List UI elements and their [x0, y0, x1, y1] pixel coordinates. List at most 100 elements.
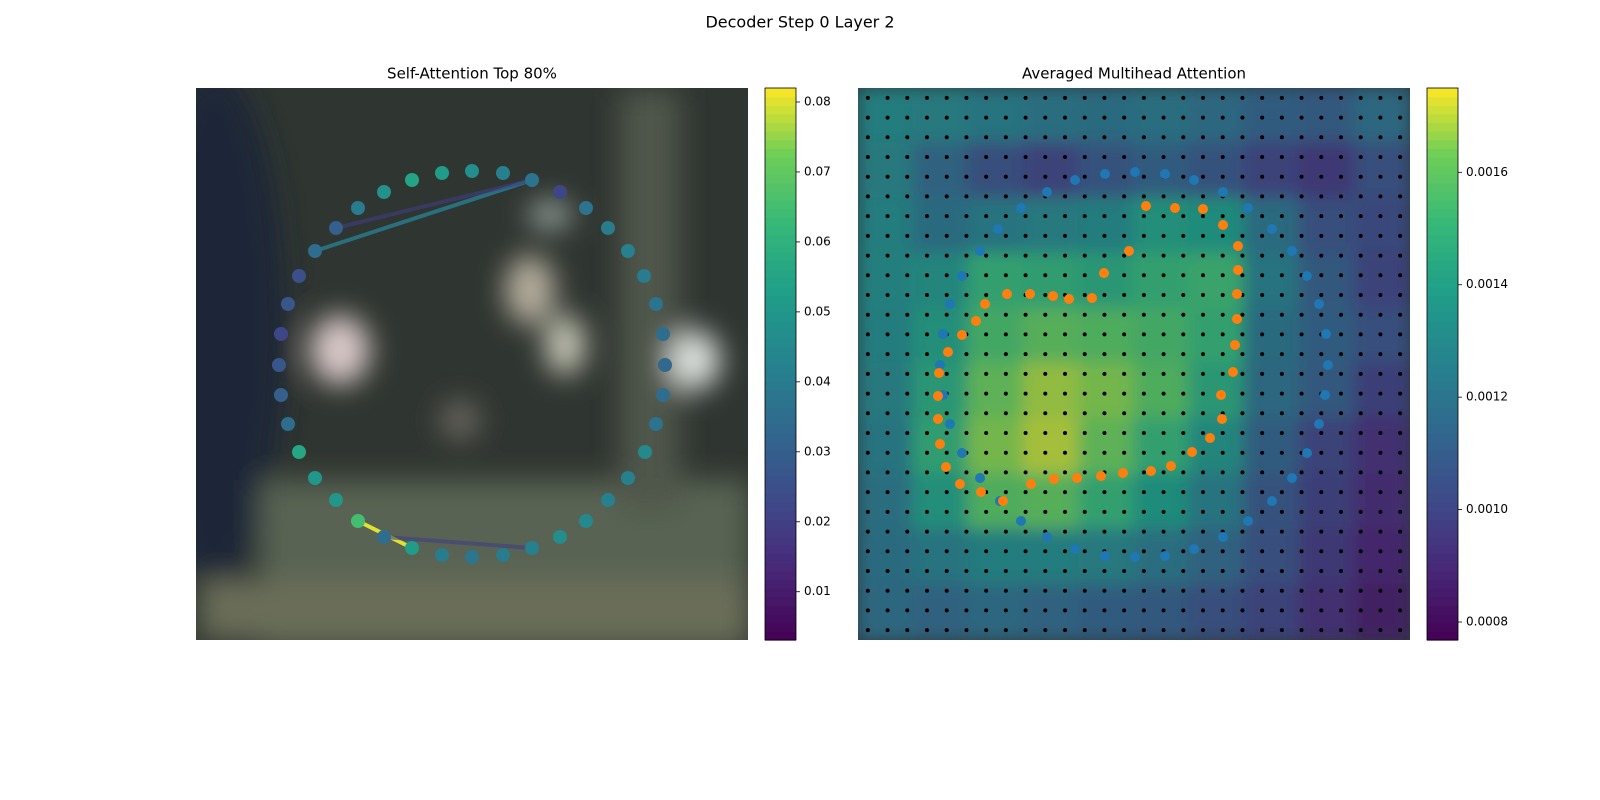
colorbar-band	[1427, 320, 1458, 331]
grid-dot	[1181, 411, 1186, 416]
grid-dot	[1003, 588, 1008, 593]
grid-dot	[1398, 470, 1403, 475]
grid-dot	[1339, 95, 1343, 100]
colorbar-band	[765, 295, 796, 305]
grid-dot	[1063, 352, 1067, 357]
grid-dot	[925, 194, 929, 199]
grid-dot	[905, 431, 910, 435]
grid-dot	[1102, 569, 1107, 573]
grid-dot	[1240, 95, 1245, 100]
grid-dot	[1063, 214, 1067, 219]
grid-dot	[865, 549, 870, 554]
point	[998, 496, 1008, 506]
grid-dot	[1082, 509, 1087, 514]
grid-dot	[1082, 411, 1087, 416]
grid-dot	[885, 273, 890, 278]
grid-dot	[1161, 115, 1166, 120]
colorbar-band	[765, 631, 796, 641]
grid-dot	[1240, 194, 1245, 199]
grid-dot	[964, 569, 969, 573]
point	[1170, 203, 1180, 213]
grid-dot	[1201, 214, 1205, 219]
grid-dot	[1240, 509, 1245, 514]
grid-dot	[885, 95, 890, 100]
grid-dot	[1003, 470, 1008, 475]
grid-dot	[1102, 115, 1107, 120]
grid-dot	[944, 174, 949, 179]
grid-dot	[1358, 253, 1363, 258]
grid-dot	[1220, 509, 1225, 514]
grid-dot	[1358, 509, 1363, 514]
grid-dot	[1398, 588, 1403, 593]
grid-dot	[1082, 312, 1087, 317]
grid-dot	[1141, 450, 1146, 455]
grid-dot	[1240, 253, 1245, 258]
grid-dot	[1398, 194, 1403, 199]
grid-dot	[1319, 95, 1324, 100]
grid-dot	[1398, 273, 1403, 278]
grid-dot	[1299, 155, 1304, 159]
heatmap-cell	[858, 88, 915, 145]
heatmap-cell	[1353, 583, 1410, 640]
grid-dot	[1319, 155, 1324, 159]
grid-dot	[984, 391, 989, 396]
point	[934, 368, 944, 378]
grid-dot	[865, 490, 870, 495]
point	[405, 541, 419, 555]
grid-dot	[885, 490, 890, 495]
grid-dot	[1279, 588, 1284, 593]
heatmap-cell	[1133, 363, 1191, 421]
colorbar-band	[1427, 139, 1458, 149]
grid-dot	[944, 628, 949, 633]
grid-dot	[1201, 450, 1205, 455]
heatmap-cell	[1022, 88, 1080, 145]
point	[1323, 360, 1333, 370]
grid-dot	[885, 628, 890, 633]
heatmap-cell	[912, 252, 970, 310]
colorbar-band	[1427, 286, 1458, 296]
grid-dot	[905, 233, 910, 238]
grid-dot	[1181, 569, 1186, 573]
colorbar-tick-label: 0.03	[804, 444, 831, 458]
grid-dot	[1279, 115, 1284, 120]
grid-dot	[984, 588, 989, 593]
grid-dot	[1003, 332, 1008, 337]
grid-dot	[1299, 214, 1304, 219]
grid-dot	[1102, 155, 1107, 159]
grid-dot	[1063, 529, 1067, 534]
point	[1218, 187, 1228, 197]
grid-dot	[1279, 155, 1284, 159]
point	[975, 246, 985, 256]
grid-dot	[905, 95, 910, 100]
grid-dot	[925, 470, 929, 475]
colorbar-tick-label: 0.08	[804, 94, 831, 108]
grid-dot	[1260, 628, 1265, 633]
heatmap-cell	[1133, 583, 1191, 640]
grid-dot	[1240, 470, 1245, 475]
grid-dot	[1063, 490, 1067, 495]
grid-dot	[1023, 569, 1028, 573]
grid-dot	[1201, 332, 1205, 337]
colorbar-band	[765, 148, 796, 158]
grid-dot	[1201, 273, 1205, 278]
grid-dot	[1398, 411, 1403, 416]
grid-dot	[1201, 588, 1205, 593]
grid-dot	[1181, 352, 1186, 357]
point	[649, 417, 663, 431]
plot-area	[272, 164, 672, 564]
grid-dot	[865, 273, 870, 278]
point	[637, 269, 651, 283]
point	[1205, 433, 1215, 443]
point	[1049, 474, 1059, 484]
grid-dot	[1339, 332, 1343, 337]
grid-dot	[1181, 509, 1186, 514]
grid-dot	[1082, 431, 1087, 435]
grid-dot	[885, 608, 890, 613]
colorbar-band	[1427, 398, 1458, 408]
colorbar-band	[765, 157, 796, 167]
grid-dot	[1181, 332, 1186, 337]
grid-dot	[1181, 253, 1186, 258]
grid-dot	[1378, 371, 1383, 376]
heatmap-cell	[1353, 142, 1410, 200]
